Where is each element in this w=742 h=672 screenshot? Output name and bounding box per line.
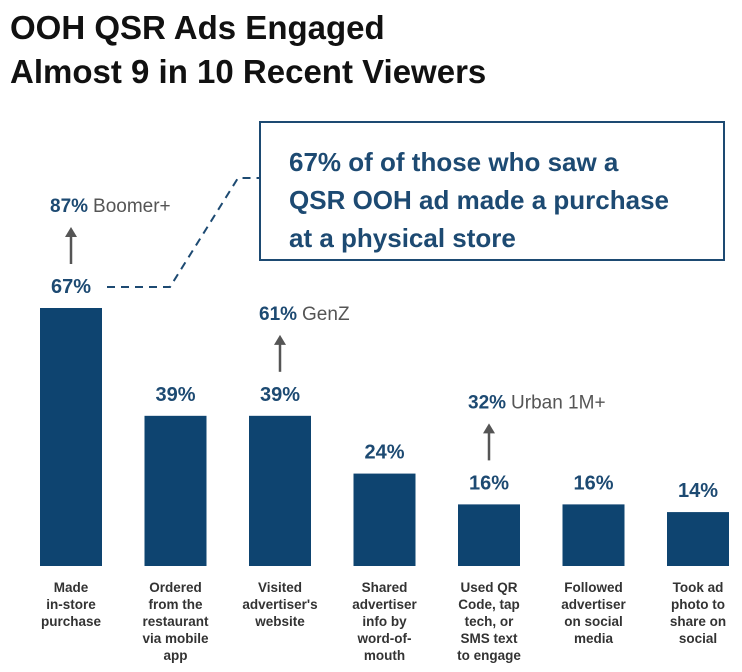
category-label-1: Ordered from the restaurant via mobile app <box>142 580 209 663</box>
category-labels-group: Made in-store purchase Ordered from the resta… <box>41 580 726 663</box>
callout-box: 67% of of those who saw a QSR OOH ad mad… <box>259 121 725 261</box>
annotation-arrowhead-2 <box>483 423 495 434</box>
annotation-label-0: Boomer+ <box>93 196 171 217</box>
annotation-label-1: GenZ <box>302 304 350 325</box>
value-label-2: 39% <box>260 384 300 406</box>
category-label-6: Took ad photo to share on social <box>670 580 726 646</box>
callout-line-2: QSR OOH ad made a purchase <box>289 185 670 215</box>
value-labels-group: 67% 39% 39% 24% 16% 16% 14% <box>51 276 718 502</box>
value-label-4: 16% <box>469 472 509 494</box>
title-line-2: Almost 9 in 10 Recent Viewers <box>10 53 487 90</box>
value-label-5: 16% <box>573 472 613 494</box>
annotation-text-0: 87% Boomer+ <box>50 196 171 217</box>
annotation-label-2: Urban 1M+ <box>511 392 606 413</box>
value-label-6: 14% <box>678 480 718 502</box>
bar-3 <box>353 473 416 566</box>
value-label-3: 24% <box>364 442 404 464</box>
annotation-value-1: 61% <box>259 304 297 325</box>
bar-2 <box>249 415 311 566</box>
callout-line-3: at a physical store <box>289 223 516 253</box>
annotation-text-2: 32% Urban 1M+ <box>468 392 606 413</box>
bar-6 <box>667 512 729 566</box>
value-label-1: 39% <box>155 384 195 406</box>
annotation-value-0: 87% <box>50 196 88 217</box>
callout-line-1: 67% of of those who saw a <box>289 147 619 177</box>
annotation-value-2: 32% <box>468 392 506 413</box>
bars-group <box>40 308 729 566</box>
annotation-arrowhead-1 <box>274 334 286 345</box>
bar-1 <box>144 415 207 566</box>
annotations-group: 87% Boomer+ 61% GenZ 32% Urban 1M+ <box>50 196 606 461</box>
value-label-0: 67% <box>51 276 91 298</box>
category-label-0: Made in-store purchase <box>41 580 102 629</box>
chart-title: OOH QSR Ads Engaged Almost 9 in 10 Recen… <box>10 6 486 94</box>
category-label-3: Shared advertiser info by word-of-mouth <box>352 580 417 663</box>
annotation-arrowhead-0 <box>65 227 77 237</box>
category-label-4: Used QR Code, tap tech, or SMS text to engag… <box>457 580 521 663</box>
title-line-1: OOH QSR Ads Engaged <box>10 9 385 46</box>
bar-4 <box>458 504 520 566</box>
category-label-2: Visited advertiser's website <box>242 580 317 629</box>
bar-0 <box>40 308 102 566</box>
callout-connector-line <box>107 177 259 288</box>
bar-5 <box>562 504 625 566</box>
category-label-5: Followed advertiser on social media <box>561 580 626 646</box>
annotation-text-1: 61% GenZ <box>259 304 350 325</box>
